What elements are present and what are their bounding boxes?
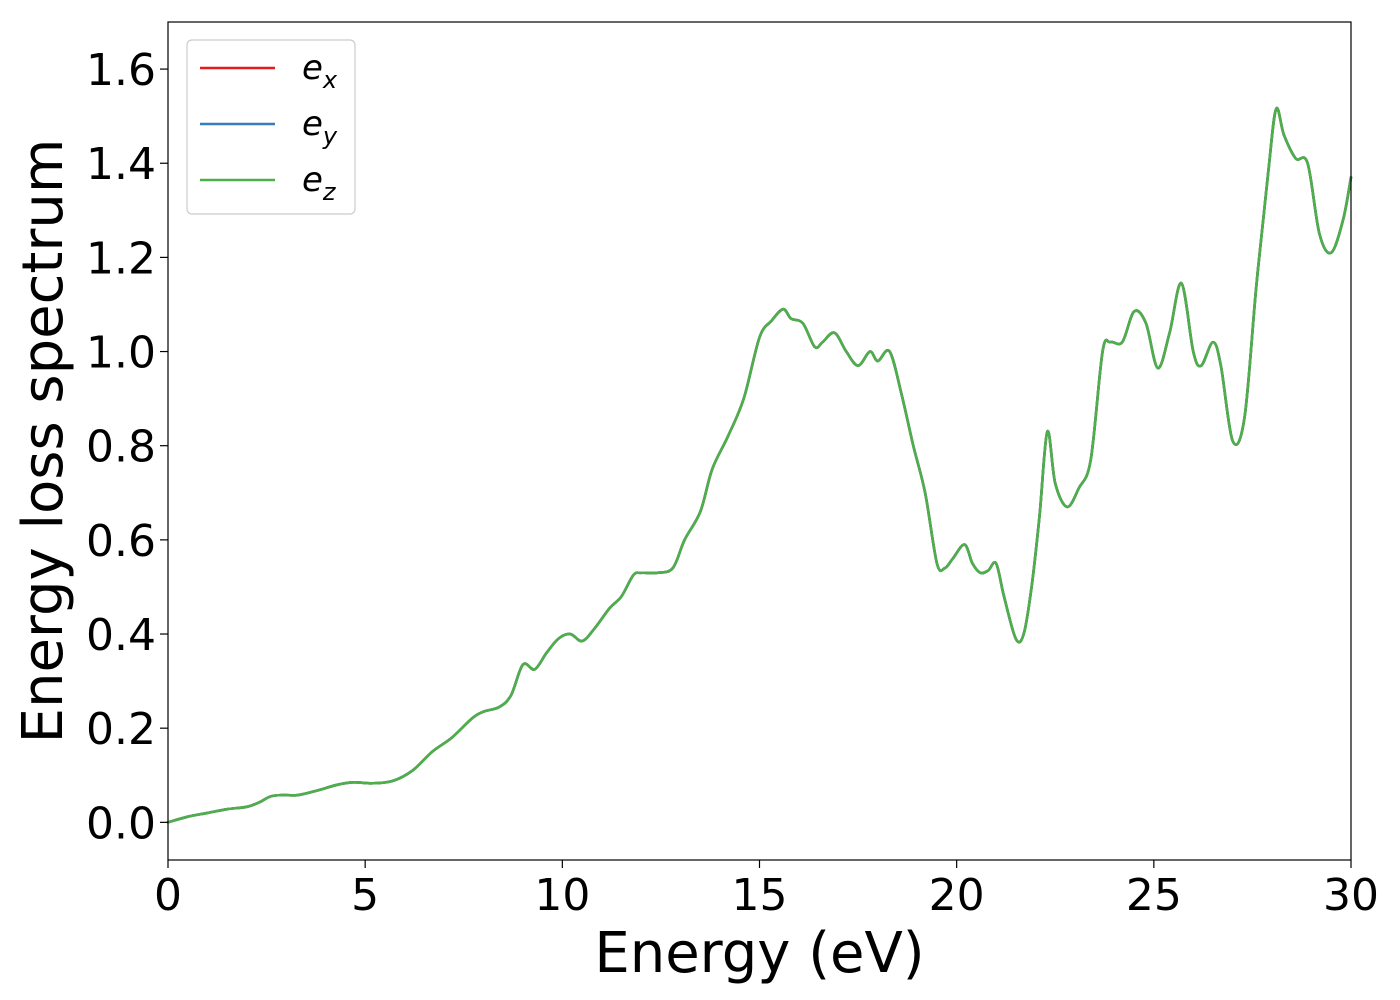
legend-label-base: e: [302, 48, 323, 88]
y-axis-label: Energy loss spectrum: [11, 139, 76, 744]
y-tick-label: 1.2: [86, 233, 156, 284]
plot-area: [166, 106, 1353, 824]
x-tick-label: 20: [929, 870, 985, 921]
legend-label-subscript: x: [322, 66, 338, 94]
x-tick-label: 10: [534, 870, 590, 921]
legend-label: ey: [302, 104, 338, 150]
x-tick-label: 30: [1323, 870, 1379, 921]
legend-label: ez: [302, 160, 337, 206]
x-tick-label: 0: [154, 870, 182, 921]
y-tick-label: 0.4: [86, 610, 156, 661]
legend-label-base: e: [302, 104, 323, 144]
legend-label: ex: [302, 48, 338, 94]
y-tick-label: 0.2: [86, 704, 156, 755]
y-tick-label: 1.4: [86, 139, 156, 190]
x-tick-label: 5: [351, 870, 379, 921]
y-axis: 0.0 0.2 0.4 0.6 0.8 1.0 1.2 1.4 1.6: [86, 45, 168, 849]
x-tick-label: 15: [732, 870, 788, 921]
legend-label-subscript: y: [322, 122, 338, 150]
y-tick-label: 1.6: [86, 45, 156, 96]
plot-frame: [167, 21, 1352, 861]
y-tick-label: 1.0: [86, 328, 156, 379]
x-tick-label: 25: [1126, 870, 1182, 921]
y-tick-label: 0.8: [86, 422, 156, 473]
x-axis: 0 5 10 15 20 25 30: [154, 860, 1379, 921]
y-tick-label: 0.6: [86, 516, 156, 567]
legend-box: [186, 39, 356, 215]
y-tick-label: 0.0: [86, 798, 156, 849]
x-axis-label: Energy (eV): [594, 921, 924, 986]
legend-label-base: e: [302, 160, 323, 200]
legend-label-subscript: z: [322, 178, 337, 206]
series-line-e-z: [166, 106, 1353, 824]
